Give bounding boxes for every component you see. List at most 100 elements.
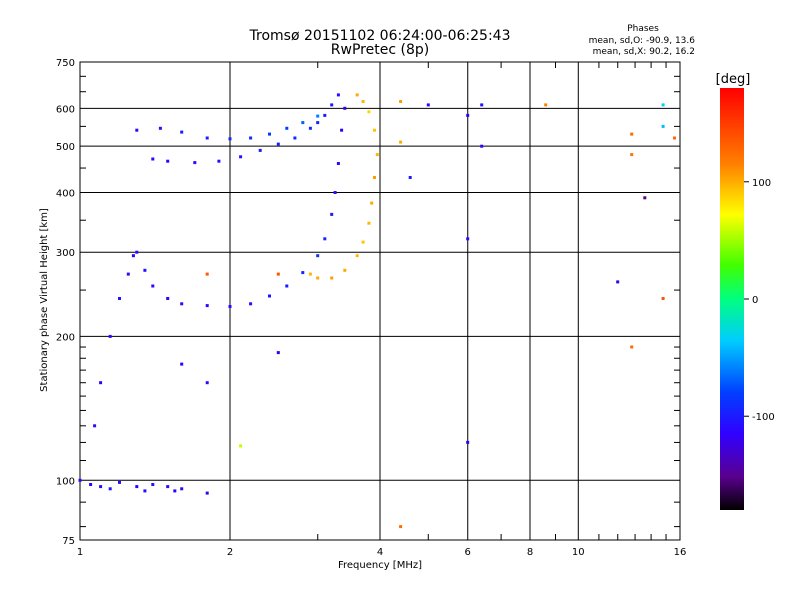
data-point bbox=[205, 272, 209, 276]
data-point bbox=[316, 276, 320, 280]
data-point bbox=[336, 93, 340, 97]
data-point bbox=[399, 525, 403, 529]
data-point bbox=[249, 136, 253, 140]
data-point bbox=[544, 103, 548, 107]
data-point bbox=[143, 489, 147, 493]
data-point bbox=[99, 381, 103, 385]
data-point bbox=[205, 304, 209, 308]
x-tick-label: 8 bbox=[527, 547, 533, 558]
data-point bbox=[180, 487, 184, 491]
x-axis-ticks: 1 2 4 6 8 10 16 bbox=[77, 62, 687, 558]
data-point bbox=[108, 487, 112, 491]
data-point bbox=[166, 159, 170, 163]
x-tick-label: 16 bbox=[674, 547, 687, 558]
data-point bbox=[99, 485, 103, 489]
data-point bbox=[343, 106, 347, 110]
data-point bbox=[276, 272, 280, 276]
data-point bbox=[217, 159, 221, 163]
data-point bbox=[308, 126, 312, 130]
data-point bbox=[480, 144, 484, 148]
colorbar-tick-label: -100 bbox=[752, 412, 775, 423]
data-point bbox=[330, 212, 334, 216]
data-point bbox=[408, 176, 412, 179]
data-point bbox=[630, 132, 634, 136]
data-point bbox=[173, 489, 177, 493]
y-tick-label: 75 bbox=[62, 536, 75, 547]
data-point bbox=[135, 128, 139, 132]
data-point bbox=[158, 126, 162, 130]
data-point bbox=[268, 294, 271, 298]
data-point bbox=[108, 334, 112, 338]
data-point bbox=[630, 345, 634, 349]
data-point bbox=[399, 140, 403, 144]
phases-stats-x: mean, sd,X: 90.2, 16.2 bbox=[593, 47, 695, 57]
data-point bbox=[205, 491, 209, 495]
data-point bbox=[89, 483, 93, 486]
colorbar bbox=[720, 88, 744, 510]
y-tick-label: 600 bbox=[56, 104, 75, 115]
data-point bbox=[361, 240, 365, 244]
chart-title: Tromsø 20151102 06:24:00-06:25:43 bbox=[249, 28, 511, 44]
data-point bbox=[228, 137, 232, 141]
data-point bbox=[643, 196, 647, 200]
data-point bbox=[370, 201, 374, 205]
data-point bbox=[466, 440, 470, 444]
x-tick-label: 6 bbox=[465, 547, 471, 558]
data-point bbox=[228, 305, 232, 308]
y-tick-label: 750 bbox=[56, 58, 75, 69]
y-axis-ticks: 75 100 200 300 400 500 600 750 bbox=[56, 58, 680, 547]
y-tick-label: 200 bbox=[56, 332, 75, 343]
y-axis-label: Stationary phase Virtual Height [km] bbox=[39, 208, 50, 392]
data-point bbox=[330, 276, 334, 280]
data-point bbox=[239, 444, 243, 448]
data-point bbox=[330, 103, 334, 107]
data-point bbox=[399, 100, 403, 103]
data-point bbox=[333, 191, 337, 194]
data-point bbox=[285, 284, 289, 288]
data-point bbox=[276, 351, 280, 355]
data-point bbox=[249, 302, 253, 306]
data-point bbox=[118, 480, 121, 484]
data-point bbox=[258, 148, 262, 152]
data-point bbox=[630, 153, 634, 157]
data-point bbox=[166, 297, 170, 300]
data-point bbox=[151, 483, 155, 486]
data-point bbox=[151, 157, 155, 161]
data-point bbox=[93, 424, 97, 428]
data-point bbox=[180, 302, 184, 306]
data-point bbox=[673, 136, 676, 140]
data-point bbox=[343, 268, 347, 272]
data-point bbox=[118, 297, 121, 300]
x-tick-label: 2 bbox=[227, 547, 233, 558]
data-point bbox=[316, 254, 320, 258]
data-point bbox=[367, 110, 371, 114]
data-point bbox=[276, 142, 280, 146]
data-point bbox=[180, 362, 184, 366]
x-axis-label: Frequency [MHz] bbox=[338, 560, 422, 571]
data-point bbox=[355, 254, 359, 258]
data-point bbox=[151, 284, 155, 288]
y-tick-label: 300 bbox=[56, 248, 75, 259]
data-point bbox=[285, 126, 289, 130]
y-tick-label: 400 bbox=[56, 188, 75, 199]
data-point bbox=[135, 250, 139, 254]
data-point bbox=[205, 136, 209, 140]
x-tick-label: 1 bbox=[77, 547, 83, 558]
data-point bbox=[373, 128, 376, 132]
data-point bbox=[126, 272, 130, 276]
data-point bbox=[426, 103, 430, 107]
phases-stats-o: mean, sd,O: -90.9, 13.6 bbox=[589, 36, 696, 46]
data-point bbox=[193, 161, 197, 165]
data-point bbox=[480, 103, 484, 107]
data-points bbox=[78, 93, 676, 529]
y-tick-label: 100 bbox=[56, 476, 75, 487]
data-point bbox=[336, 162, 340, 165]
data-point bbox=[316, 121, 320, 125]
colorbar-label: [deg] bbox=[716, 72, 751, 87]
data-point bbox=[135, 485, 139, 489]
data-point bbox=[239, 155, 243, 159]
chart-subtitle: RwPretec (8p) bbox=[331, 42, 429, 58]
colorbar-tick-label: 0 bbox=[752, 295, 758, 306]
data-point bbox=[323, 237, 327, 241]
